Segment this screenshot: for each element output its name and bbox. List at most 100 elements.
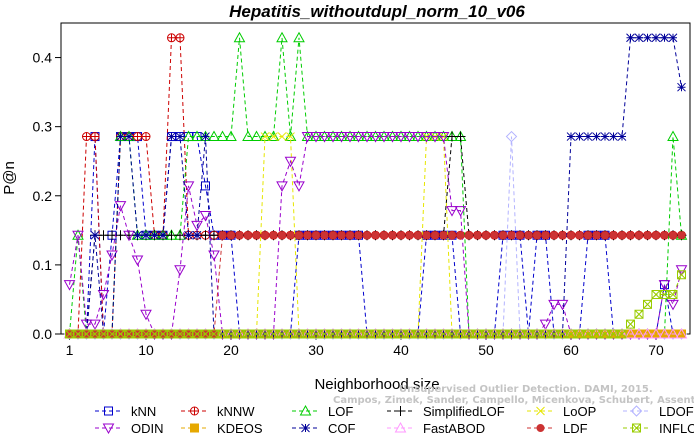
data-point-ldf	[286, 231, 295, 240]
data-point-ldf	[465, 231, 473, 240]
data-point-fastabod	[650, 327, 662, 339]
watermark-line-1: Unsupervised Outlier Detection. DAMI, 20…	[399, 384, 653, 395]
data-point-ldf	[669, 231, 677, 240]
data-point-fastabod	[624, 327, 637, 339]
data-point-ldf	[652, 231, 660, 240]
data-point-cof	[167, 132, 176, 141]
data-point-odin	[191, 220, 203, 232]
data-point-ldf	[422, 231, 431, 240]
data-point-odin	[361, 132, 373, 143]
data-point-odin	[97, 290, 110, 301]
data-point-odin	[446, 206, 458, 217]
x-tick-label: 50	[478, 342, 494, 358]
data-point-odin	[276, 181, 288, 192]
x-tick-label: 20	[223, 342, 239, 358]
data-point-ldf	[346, 231, 354, 240]
data-point-ldf	[516, 231, 524, 240]
data-point-cof	[575, 132, 584, 141]
data-point-lof	[242, 130, 254, 142]
data-point-ldf	[601, 231, 609, 240]
data-point-odin	[106, 250, 118, 262]
data-point-odin	[208, 250, 220, 262]
data-point-ldf	[635, 231, 643, 240]
data-point-inflo	[651, 290, 661, 300]
legend-marker	[190, 406, 200, 416]
data-point-cof	[158, 230, 168, 240]
data-point-ldf	[524, 231, 533, 240]
legend-marker	[630, 405, 643, 417]
data-point-fastabod	[658, 327, 671, 339]
data-point-ldf	[456, 231, 465, 240]
legend-item-odin: ODIN	[95, 421, 164, 434]
y-tick-label: 0.1	[33, 257, 53, 273]
data-point-lof	[293, 31, 305, 43]
data-point-odin	[63, 280, 76, 291]
data-point-inflo	[634, 309, 644, 319]
data-point-odin	[327, 132, 339, 143]
data-point-knnw	[175, 33, 185, 43]
data-point-odin	[80, 319, 93, 331]
data-point-odin	[386, 132, 399, 143]
data-point-ldf	[218, 231, 227, 240]
series-line-cof	[69, 37, 682, 335]
data-point-odin	[437, 132, 450, 143]
data-point-cof	[175, 132, 185, 141]
series-line-lof	[69, 37, 682, 335]
data-point-ldf	[490, 231, 499, 240]
data-point-odin	[403, 132, 416, 143]
data-point-cof	[116, 132, 125, 141]
data-point-ldf	[507, 231, 516, 240]
data-point-lof	[225, 130, 237, 142]
data-point-simplifiedlof	[455, 131, 466, 142]
data-point-odin	[556, 299, 569, 311]
data-point-odin	[454, 206, 467, 217]
data-point-lof	[216, 130, 229, 142]
data-point-ldf	[371, 231, 380, 240]
data-point-cof	[192, 230, 202, 240]
data-point-odin	[335, 132, 348, 143]
x-axis-label: Neighborhood size	[314, 376, 439, 393]
data-point-ldf	[261, 231, 269, 240]
data-point-odin	[352, 132, 365, 143]
data-point-cof	[668, 33, 678, 43]
data-point-ldf	[609, 231, 618, 240]
data-point-inflo	[617, 329, 627, 339]
data-point-ldf	[235, 231, 244, 240]
data-point-knnw	[133, 132, 143, 142]
legend-item-inflo: INFLO	[623, 421, 694, 434]
plot-area	[63, 31, 688, 341]
data-point-fastabod	[667, 327, 679, 339]
series-line-inflo	[69, 274, 682, 335]
legend-marker	[104, 406, 113, 416]
x-tick-label: 40	[393, 342, 409, 358]
data-point-ldf	[550, 231, 558, 240]
data-point-ldf	[227, 231, 235, 240]
data-point-odin	[182, 181, 195, 192]
series-cof	[65, 33, 686, 339]
data-point-ldf	[439, 231, 448, 240]
data-point-odin	[369, 132, 382, 143]
data-point-inflo	[677, 270, 686, 280]
series-inflo	[65, 270, 686, 339]
data-point-odin	[123, 230, 135, 242]
plot-frame	[60, 22, 691, 335]
legend-marker	[394, 421, 407, 433]
data-point-cof	[626, 33, 635, 43]
chart-title: Hepatitis_withoutdupl_norm_10_v06	[229, 2, 525, 21]
watermark-line-2: Campos, Zimek, Sander, Campello, Micenko…	[333, 395, 694, 406]
data-point-cof	[150, 230, 159, 240]
data-point-fastabod	[633, 327, 645, 339]
series-line-ldf	[69, 234, 682, 335]
series-knnw	[65, 33, 687, 339]
data-point-fastabod	[675, 327, 688, 339]
legend-label: LDOF	[659, 404, 694, 419]
data-point-odin	[412, 132, 424, 143]
y-tick-label: 0.3	[33, 119, 53, 135]
data-point-odin	[301, 132, 314, 143]
data-point-simplifiedlof	[98, 230, 109, 241]
data-point-cof	[643, 33, 652, 43]
data-point-odin	[140, 309, 152, 321]
x-tick-label: 70	[648, 342, 664, 358]
legend-marker	[299, 404, 312, 416]
data-point-ldf	[584, 231, 592, 240]
